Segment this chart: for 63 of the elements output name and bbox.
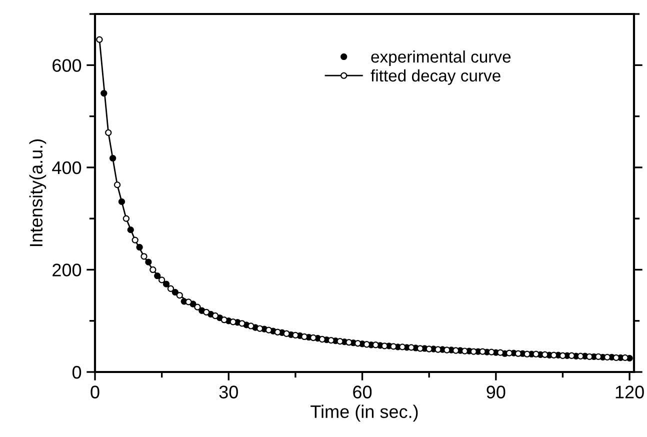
point: [140, 253, 148, 260]
point: [158, 276, 166, 284]
x-tick-label: 90: [486, 386, 506, 398]
point: [497, 349, 504, 356]
point: [363, 341, 370, 348]
point: [283, 330, 290, 337]
y-tick-label: 0: [72, 366, 82, 379]
point: [381, 342, 388, 350]
legend-label: experimental curve: [371, 50, 511, 66]
point: [185, 298, 192, 306]
point: [577, 352, 584, 360]
point: [122, 215, 130, 222]
point: [301, 333, 308, 340]
point: [354, 340, 362, 347]
point: [434, 346, 442, 353]
legend-label: fitted decay curve: [370, 69, 500, 85]
point: [595, 353, 602, 360]
point: [248, 322, 254, 330]
point: [265, 326, 272, 334]
point: [194, 304, 201, 310]
point: [292, 332, 299, 339]
point: [256, 325, 264, 332]
point: [96, 36, 103, 43]
point: [238, 320, 246, 327]
point: [586, 353, 593, 360]
x-axis-title: Time (in sec.): [310, 404, 418, 422]
point: [114, 181, 121, 188]
point: [274, 328, 281, 336]
point: [310, 334, 317, 342]
point: [220, 316, 228, 324]
point: [390, 343, 397, 350]
point: [105, 129, 112, 136]
point: [167, 285, 174, 292]
point: [524, 350, 530, 358]
point: [212, 312, 219, 320]
point: [532, 350, 540, 358]
point: [488, 348, 495, 356]
point: [336, 338, 344, 345]
point: [150, 266, 156, 274]
point: [622, 354, 628, 362]
x-tick-label: 60: [353, 386, 372, 398]
point: [318, 336, 326, 343]
point: [426, 346, 432, 352]
y-tick-label: 600: [52, 59, 82, 72]
point: [328, 336, 334, 344]
y-tick-label: 400: [52, 161, 82, 174]
point: [230, 318, 236, 326]
point: [444, 346, 450, 354]
x-tick-label: 0: [90, 386, 100, 398]
point: [542, 351, 548, 358]
point: [203, 308, 210, 316]
point: [372, 342, 379, 348]
point: [479, 348, 486, 355]
y-axis-title: Intensity(a.u.): [29, 139, 46, 246]
point: [346, 339, 352, 346]
point: [176, 292, 183, 299]
point: [470, 348, 477, 355]
x-tick-label: 120: [616, 386, 644, 398]
point: [399, 344, 406, 350]
y-tick-label: 200: [52, 264, 82, 276]
x-tick-label: 30: [219, 386, 238, 398]
point: [568, 352, 575, 359]
point: [132, 236, 138, 244]
